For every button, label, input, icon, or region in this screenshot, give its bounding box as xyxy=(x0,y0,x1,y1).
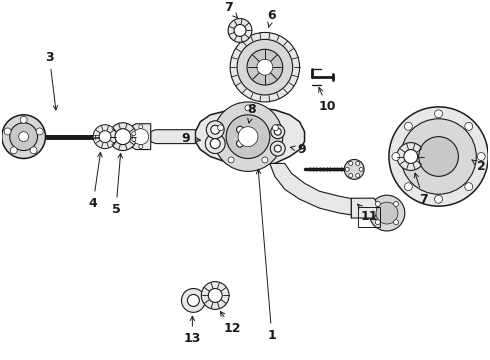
Circle shape xyxy=(4,128,11,135)
Circle shape xyxy=(226,115,270,158)
Circle shape xyxy=(247,49,283,85)
Circle shape xyxy=(375,202,380,206)
Circle shape xyxy=(234,24,246,36)
Circle shape xyxy=(208,288,222,302)
Circle shape xyxy=(393,202,398,206)
Circle shape xyxy=(356,174,360,177)
Text: 7: 7 xyxy=(414,173,428,206)
Circle shape xyxy=(249,135,255,141)
Text: 6: 6 xyxy=(268,9,276,27)
Circle shape xyxy=(419,137,459,176)
Circle shape xyxy=(93,125,117,149)
Circle shape xyxy=(274,128,281,135)
Circle shape xyxy=(465,183,473,191)
Text: 10: 10 xyxy=(318,87,336,113)
Text: 12: 12 xyxy=(220,311,241,335)
Circle shape xyxy=(270,141,285,156)
Circle shape xyxy=(205,134,225,153)
Circle shape xyxy=(477,153,485,161)
Circle shape xyxy=(99,131,111,143)
Circle shape xyxy=(213,102,283,171)
Text: 3: 3 xyxy=(45,51,58,110)
Circle shape xyxy=(230,32,299,102)
Circle shape xyxy=(109,123,137,150)
Text: 2: 2 xyxy=(472,160,486,173)
Circle shape xyxy=(139,125,143,129)
Text: 7: 7 xyxy=(224,1,238,18)
Circle shape xyxy=(344,159,364,179)
Circle shape xyxy=(132,138,136,141)
Circle shape xyxy=(232,122,248,138)
Circle shape xyxy=(132,132,136,136)
Circle shape xyxy=(115,129,131,145)
Circle shape xyxy=(272,125,278,131)
Circle shape xyxy=(257,59,273,75)
Circle shape xyxy=(228,18,252,42)
Text: 8: 8 xyxy=(247,103,256,123)
Circle shape xyxy=(465,122,473,130)
Circle shape xyxy=(375,220,380,225)
Text: 5: 5 xyxy=(112,153,122,216)
Circle shape xyxy=(10,123,38,150)
Polygon shape xyxy=(151,130,196,144)
Circle shape xyxy=(271,125,285,139)
Circle shape xyxy=(211,125,220,134)
Text: 4: 4 xyxy=(89,152,102,210)
Polygon shape xyxy=(196,108,305,166)
Circle shape xyxy=(206,121,224,139)
Circle shape xyxy=(237,140,244,147)
Text: 1: 1 xyxy=(256,169,276,342)
Circle shape xyxy=(245,105,251,111)
Circle shape xyxy=(345,167,349,171)
Circle shape xyxy=(139,145,143,149)
Circle shape xyxy=(237,126,244,133)
Circle shape xyxy=(435,110,442,118)
Circle shape xyxy=(404,149,417,163)
Circle shape xyxy=(210,139,220,149)
Circle shape xyxy=(274,145,281,152)
Circle shape xyxy=(218,125,223,131)
Text: 11: 11 xyxy=(360,210,378,222)
Circle shape xyxy=(349,174,353,177)
Circle shape xyxy=(133,129,148,145)
Circle shape xyxy=(188,294,199,306)
Circle shape xyxy=(238,127,258,147)
Circle shape xyxy=(232,136,248,152)
Circle shape xyxy=(181,288,205,312)
Circle shape xyxy=(401,119,476,194)
Circle shape xyxy=(2,115,46,158)
Circle shape xyxy=(30,147,37,154)
Circle shape xyxy=(349,161,353,165)
Circle shape xyxy=(397,143,425,170)
Circle shape xyxy=(19,132,28,141)
Circle shape xyxy=(393,220,398,225)
Text: 9: 9 xyxy=(181,132,200,145)
Circle shape xyxy=(404,122,413,130)
Text: 13: 13 xyxy=(184,316,201,345)
Circle shape xyxy=(404,183,413,191)
Circle shape xyxy=(245,131,259,145)
Circle shape xyxy=(376,202,398,224)
Circle shape xyxy=(201,282,229,309)
Circle shape xyxy=(20,116,27,123)
Circle shape xyxy=(435,195,442,203)
Text: 9: 9 xyxy=(291,143,306,156)
Circle shape xyxy=(10,147,17,154)
Circle shape xyxy=(262,157,268,163)
Circle shape xyxy=(392,153,400,161)
Circle shape xyxy=(237,39,293,95)
Circle shape xyxy=(359,167,363,171)
Circle shape xyxy=(36,128,43,135)
Circle shape xyxy=(228,157,234,163)
Circle shape xyxy=(389,107,488,206)
Polygon shape xyxy=(131,124,151,149)
Polygon shape xyxy=(270,163,384,218)
Circle shape xyxy=(369,195,405,231)
Circle shape xyxy=(356,161,360,165)
Polygon shape xyxy=(351,198,377,218)
